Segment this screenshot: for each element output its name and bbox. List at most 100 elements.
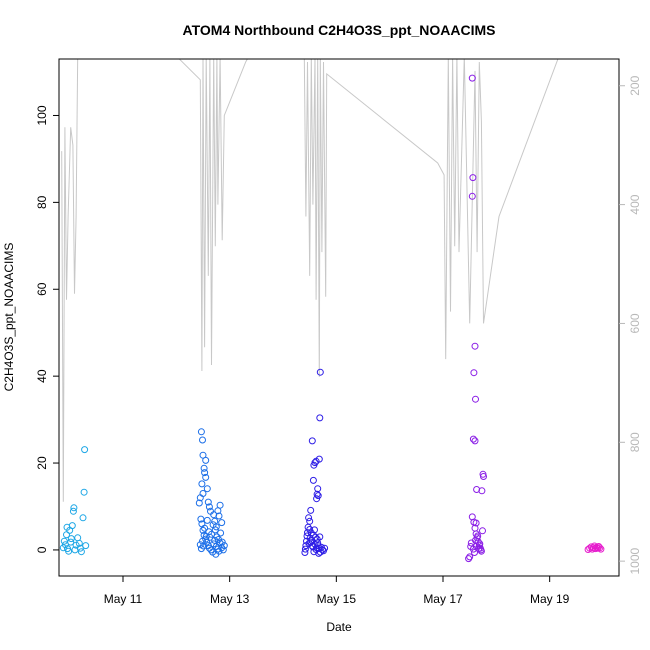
data-point-series-3 — [309, 531, 317, 539]
data-point-series-3 — [311, 459, 319, 467]
right-tick-label: 1000 — [628, 547, 642, 574]
data-point-series-4 — [479, 527, 486, 535]
y-tick-label: 60 — [35, 282, 49, 296]
data-point-series-3 — [304, 523, 312, 531]
data-point-series-1 — [68, 522, 76, 530]
data-point-series-4 — [471, 549, 478, 556]
data-point-series-2 — [219, 546, 227, 554]
chart-title: ATOM4 Northbound C2H4O3S_ppt_NOAACIMS — [183, 22, 496, 38]
data-point-series-4 — [470, 369, 478, 377]
data-point-series-1 — [74, 534, 82, 542]
data-point-series-2 — [201, 524, 209, 532]
x-tick-label: May 19 — [530, 592, 570, 606]
data-point-series-3 — [316, 368, 324, 376]
data-point-series-3 — [314, 492, 322, 500]
data-point-series-3 — [316, 533, 324, 541]
y-tick-label: 80 — [35, 195, 49, 209]
data-point-series-3 — [305, 514, 313, 522]
data-point-series-2 — [202, 473, 210, 481]
data-point-series-1 — [70, 504, 78, 512]
data-point-series-2 — [199, 436, 206, 444]
data-point-series-3 — [308, 437, 316, 445]
data-point-series-4 — [477, 546, 485, 554]
data-point-series-3 — [315, 549, 323, 557]
data-point-series-1 — [67, 535, 75, 543]
right-tick-label: 600 — [628, 313, 642, 333]
data-point-series-3 — [308, 542, 316, 550]
data-point-series-4 — [469, 435, 477, 443]
data-layer — [59, 59, 605, 563]
data-point-series-2 — [203, 516, 211, 524]
data-point-series-2 — [220, 542, 228, 550]
data-point-series-2 — [207, 546, 215, 554]
right-tick-label: 400 — [628, 194, 642, 214]
data-point-series-4 — [474, 532, 482, 540]
data-point-series-3 — [315, 455, 323, 463]
data-point-series-4 — [472, 395, 479, 403]
data-point-series-1 — [79, 514, 87, 522]
data-point-series-4 — [478, 487, 486, 495]
data-point-series-4 — [471, 342, 479, 350]
data-point-series-2 — [197, 428, 205, 436]
data-point-series-4 — [469, 174, 477, 182]
data-point-series-3 — [306, 526, 314, 533]
plot-frame — [58, 58, 620, 577]
data-point-series-1 — [80, 488, 88, 496]
data-point-series-4 — [468, 74, 476, 82]
data-point-series-3 — [314, 485, 322, 493]
data-point-series-2 — [217, 529, 225, 537]
data-point-series-4 — [472, 530, 480, 538]
x-tick-label: May 11 — [104, 592, 143, 606]
data-point-series-2 — [201, 469, 209, 477]
data-point-series-4 — [480, 473, 487, 480]
data-point-series-1 — [60, 537, 68, 545]
data-point-series-2 — [198, 480, 206, 488]
altitude-line — [61, 59, 559, 502]
data-point-series-1 — [76, 544, 84, 552]
right-tick-label: 200 — [628, 75, 642, 95]
data-point-series-2 — [196, 541, 204, 549]
data-point-series-2 — [211, 526, 219, 534]
data-point-series-2 — [197, 515, 205, 523]
x-tick-label: May 13 — [210, 592, 250, 606]
data-point-series-2 — [196, 494, 204, 502]
data-point-series-4 — [471, 437, 479, 445]
data-point-series-3 — [301, 545, 309, 553]
data-point-series-3 — [321, 544, 329, 552]
data-point-series-3 — [313, 490, 321, 498]
data-point-series-1 — [77, 548, 85, 556]
y-tick-label: 20 — [35, 456, 49, 470]
data-point-series-2 — [215, 512, 223, 520]
y-tick-label: 100 — [35, 105, 49, 125]
data-point-series-3 — [307, 506, 315, 514]
data-point-series-1 — [82, 542, 90, 550]
data-point-series-5 — [596, 544, 604, 552]
data-point-series-1 — [75, 539, 83, 547]
data-point-series-1 — [67, 538, 75, 546]
data-point-series-1 — [65, 547, 73, 555]
y-tick-label: 0 — [35, 546, 49, 553]
secondary-y-axis: 200 400 600 800 1000 — [619, 75, 642, 574]
data-point-series-4 — [466, 553, 474, 561]
data-point-series-2 — [218, 519, 226, 527]
x-tick-label: May 15 — [317, 592, 357, 606]
data-point-series-3 — [309, 476, 317, 484]
data-point-series-2 — [218, 538, 226, 546]
right-tick-label: 800 — [628, 432, 642, 452]
data-point-series-3 — [319, 546, 326, 554]
x-axis: May 11 May 13 May 15 May 17 May 19 — [104, 576, 570, 606]
data-point-series-3 — [314, 539, 322, 547]
data-point-series-2 — [203, 485, 211, 493]
data-point-series-2 — [205, 503, 213, 511]
data-point-series-3 — [316, 414, 324, 422]
y-axis-label: C2H4O3S_ppt_NOAACIMS — [2, 243, 16, 392]
x-tick-label: May 17 — [423, 592, 463, 606]
data-point-series-4 — [465, 555, 473, 563]
data-point-series-2 — [216, 501, 224, 509]
data-point-series-2 — [200, 464, 208, 472]
data-point-series-3 — [301, 549, 309, 556]
x-axis-label: Date — [326, 620, 352, 634]
data-point-series-3 — [316, 548, 324, 556]
data-point-series-2 — [202, 456, 210, 464]
data-point-series-2 — [195, 499, 203, 507]
